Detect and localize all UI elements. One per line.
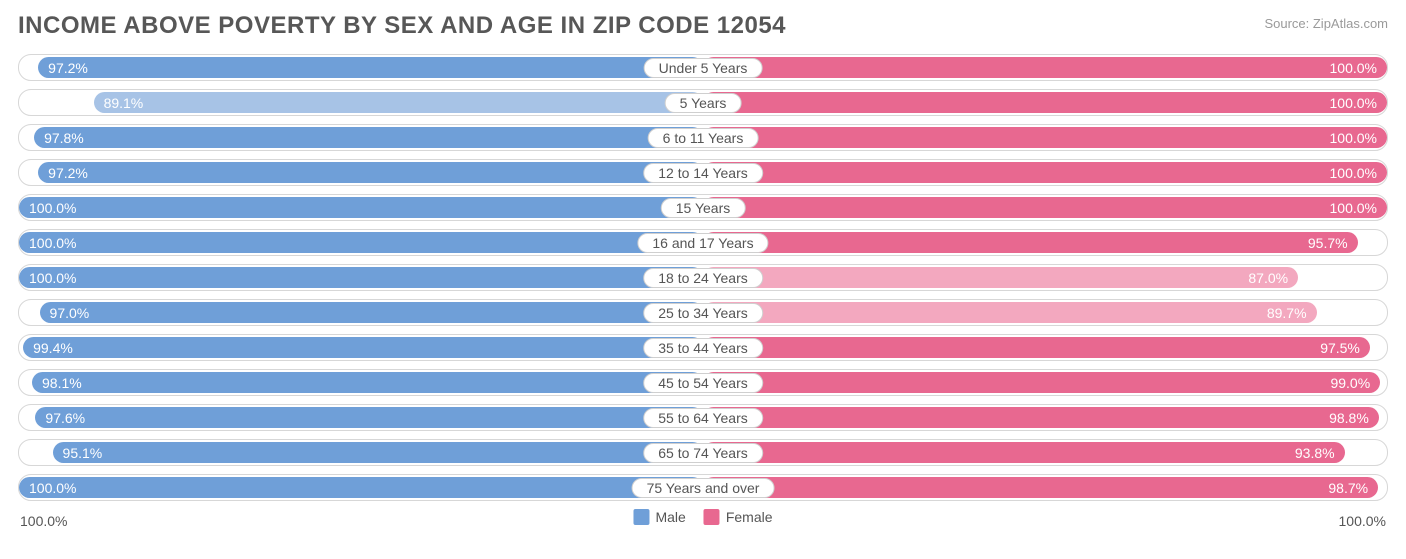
legend-item-male: Male — [633, 509, 685, 525]
male-value: 100.0% — [29, 235, 76, 251]
category-label: 15 Years — [661, 198, 746, 218]
male-bar: 89.1% — [94, 92, 703, 113]
female-value: 100.0% — [1330, 95, 1377, 111]
female-value: 89.7% — [1267, 305, 1307, 321]
legend: Male Female — [633, 509, 772, 525]
male-bar: 100.0% — [19, 477, 703, 498]
male-bar: 97.0% — [40, 302, 703, 323]
male-value: 98.1% — [42, 375, 82, 391]
female-bar: 100.0% — [703, 92, 1387, 113]
legend-label-male: Male — [655, 509, 685, 525]
male-bar: 97.6% — [35, 407, 703, 428]
chart-row: 100.0% 98.7% 75 Years and over — [18, 474, 1388, 501]
category-label: 35 to 44 Years — [643, 338, 763, 358]
chart-title: INCOME ABOVE POVERTY BY SEX AND AGE IN Z… — [18, 12, 786, 40]
male-value: 97.6% — [45, 410, 85, 426]
female-bar: 100.0% — [703, 127, 1387, 148]
chart-row: 100.0% 100.0% 15 Years — [18, 194, 1388, 221]
female-value: 98.7% — [1328, 480, 1368, 496]
category-label: Under 5 Years — [644, 58, 763, 78]
female-bar: 100.0% — [703, 57, 1387, 78]
female-value: 93.8% — [1295, 445, 1335, 461]
female-value: 100.0% — [1330, 200, 1377, 216]
category-label: 5 Years — [665, 93, 742, 113]
chart-row: 97.2% 100.0% 12 to 14 Years — [18, 159, 1388, 186]
chart-row: 100.0% 95.7% 16 and 17 Years — [18, 229, 1388, 256]
female-value: 100.0% — [1330, 165, 1377, 181]
male-bar: 100.0% — [19, 197, 703, 218]
female-value: 95.7% — [1308, 235, 1348, 251]
category-label: 16 and 17 Years — [637, 233, 768, 253]
male-value: 99.4% — [33, 340, 73, 356]
chart-row: 97.6% 98.8% 55 to 64 Years — [18, 404, 1388, 431]
chart-row: 100.0% 87.0% 18 to 24 Years — [18, 264, 1388, 291]
female-bar: 95.7% — [703, 232, 1358, 253]
female-value: 97.5% — [1320, 340, 1360, 356]
chart-row: 99.4% 97.5% 35 to 44 Years — [18, 334, 1388, 361]
male-bar: 97.2% — [38, 162, 703, 183]
female-value: 99.0% — [1330, 375, 1370, 391]
category-label: 65 to 74 Years — [643, 443, 763, 463]
male-bar: 99.4% — [23, 337, 703, 358]
male-value: 97.2% — [48, 60, 88, 76]
male-value: 97.2% — [48, 165, 88, 181]
category-label: 12 to 14 Years — [643, 163, 763, 183]
female-bar: 87.0% — [703, 267, 1298, 288]
chart-row: 97.8% 100.0% 6 to 11 Years — [18, 124, 1388, 151]
chart-row: 98.1% 99.0% 45 to 54 Years — [18, 369, 1388, 396]
female-bar: 99.0% — [703, 372, 1380, 393]
category-label: 6 to 11 Years — [648, 128, 759, 148]
male-bar: 97.8% — [34, 127, 703, 148]
female-bar: 100.0% — [703, 197, 1387, 218]
male-bar: 98.1% — [32, 372, 703, 393]
female-value: 98.8% — [1329, 410, 1369, 426]
chart-source: Source: ZipAtlas.com — [1264, 12, 1388, 31]
male-value: 100.0% — [29, 200, 76, 216]
female-value: 87.0% — [1248, 270, 1288, 286]
male-value: 97.0% — [50, 305, 90, 321]
axis-label-right: 100.0% — [1339, 513, 1386, 529]
legend-item-female: Female — [704, 509, 773, 525]
category-label: 25 to 34 Years — [643, 303, 763, 323]
male-bar: 95.1% — [53, 442, 703, 463]
chart-header: INCOME ABOVE POVERTY BY SEX AND AGE IN Z… — [18, 12, 1388, 40]
male-value: 97.8% — [44, 130, 84, 146]
female-bar: 89.7% — [703, 302, 1317, 323]
female-bar: 100.0% — [703, 162, 1387, 183]
chart-footer: 100.0% Male Female 100.0% — [18, 509, 1388, 539]
female-bar: 93.8% — [703, 442, 1345, 463]
chart-row: 97.0% 89.7% 25 to 34 Years — [18, 299, 1388, 326]
diverging-bar-chart: 97.2% 100.0% Under 5 Years 89.1% 100.0% 5 Yea… — [18, 54, 1388, 501]
male-value: 100.0% — [29, 480, 76, 496]
legend-swatch-female — [704, 509, 720, 525]
category-label: 45 to 54 Years — [643, 373, 763, 393]
category-label: 18 to 24 Years — [643, 268, 763, 288]
male-value: 100.0% — [29, 270, 76, 286]
axis-label-left: 100.0% — [20, 513, 67, 529]
chart-row: 97.2% 100.0% Under 5 Years — [18, 54, 1388, 81]
female-bar: 98.7% — [703, 477, 1378, 498]
male-bar: 100.0% — [19, 232, 703, 253]
female-value: 100.0% — [1330, 60, 1377, 76]
category-label: 75 Years and over — [632, 478, 775, 498]
chart-row: 95.1% 93.8% 65 to 74 Years — [18, 439, 1388, 466]
male-value: 95.1% — [63, 445, 103, 461]
chart-row: 89.1% 100.0% 5 Years — [18, 89, 1388, 116]
female-value: 100.0% — [1330, 130, 1377, 146]
legend-swatch-male — [633, 509, 649, 525]
male-value: 89.1% — [104, 95, 144, 111]
legend-label-female: Female — [726, 509, 773, 525]
male-bar: 100.0% — [19, 267, 703, 288]
category-label: 55 to 64 Years — [643, 408, 763, 428]
male-bar: 97.2% — [38, 57, 703, 78]
female-bar: 98.8% — [703, 407, 1379, 428]
female-bar: 97.5% — [703, 337, 1370, 358]
